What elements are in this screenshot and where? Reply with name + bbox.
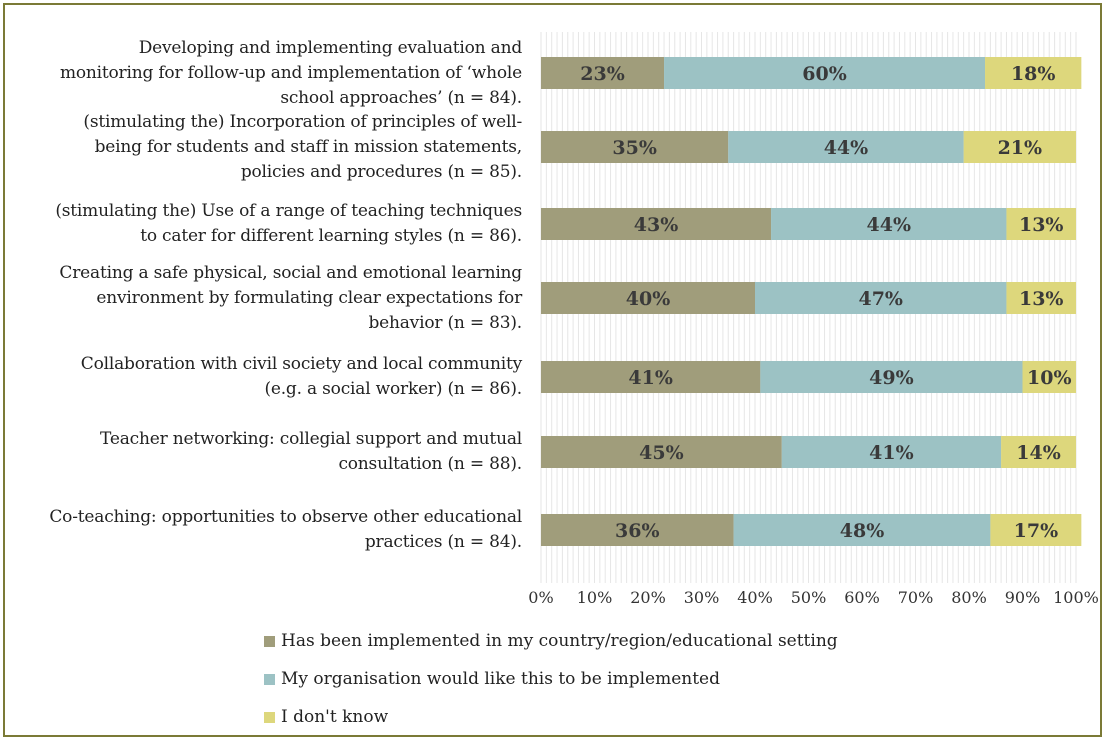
data-label: 17% — [1014, 520, 1059, 542]
category-label: Creating a safe physical, social and emo… — [59, 262, 522, 333]
data-label: 18% — [1011, 63, 1056, 85]
bar-segment — [985, 57, 1082, 89]
x-tick-label: 80% — [951, 588, 987, 607]
data-label: 13% — [1019, 214, 1064, 236]
bar-segment — [1001, 436, 1076, 468]
bar-segment — [771, 208, 1007, 240]
x-tick-label: 0% — [528, 588, 553, 607]
x-tick-label: 30% — [684, 588, 720, 607]
bar-segment — [990, 514, 1082, 546]
data-label: 21% — [998, 137, 1043, 159]
bar-segment — [760, 361, 1023, 393]
x-tick-label: 70% — [898, 588, 934, 607]
data-label: 41% — [628, 367, 673, 389]
legend-label-would-like: My organisation would like this to be im… — [281, 669, 720, 689]
category-label: Developing and implementing evaluation a… — [59, 37, 522, 108]
x-tick-label: 20% — [630, 588, 666, 607]
legend-item-would-like: My organisation would like this to be im… — [264, 660, 838, 698]
data-label: 44% — [824, 137, 869, 159]
bar-segment — [541, 282, 755, 314]
x-tick-label: 10% — [577, 588, 613, 607]
bar-segment — [728, 131, 964, 163]
data-label: 43% — [634, 214, 679, 236]
data-label: 60% — [802, 63, 847, 85]
x-tick-label: 100% — [1053, 588, 1099, 607]
bar-segment — [541, 514, 734, 546]
data-label: 40% — [626, 288, 671, 310]
legend-label-dont-know: I don't know — [281, 707, 389, 727]
bar-segment — [1006, 282, 1076, 314]
bar-segment — [1022, 361, 1076, 393]
category-label: Collaboration with civil society and loc… — [80, 354, 522, 399]
data-label: 36% — [615, 520, 660, 542]
x-tick-label: 60% — [844, 588, 880, 607]
data-label: 45% — [639, 442, 684, 464]
bar-segment — [1006, 208, 1076, 240]
category-label: Co-teaching: opportunities to observe ot… — [49, 507, 522, 552]
data-label: 49% — [869, 367, 914, 389]
bar-segment — [733, 514, 991, 546]
legend-item-implemented: Has been implemented in my country/regio… — [264, 622, 838, 660]
legend-swatch-would-like — [264, 673, 275, 685]
x-tick-label: 90% — [1005, 588, 1041, 607]
bar-segment — [963, 131, 1076, 163]
legend-item-dont-know: I don't know — [264, 698, 838, 736]
data-label: 10% — [1027, 367, 1072, 389]
data-label: 41% — [869, 442, 914, 464]
legend-swatch-implemented — [264, 635, 275, 647]
bar-segment — [541, 57, 665, 89]
category-label: Teacher networking: collegial support an… — [100, 429, 522, 474]
x-tick-label: 50% — [791, 588, 827, 607]
data-label: 23% — [580, 63, 625, 85]
data-label: 47% — [858, 288, 903, 310]
data-label: 14% — [1016, 442, 1061, 464]
data-label: 48% — [840, 520, 885, 542]
category-label: (stimulating the) Incorporation of princ… — [83, 111, 522, 182]
category-label: (stimulating the) Use of a range of teac… — [55, 201, 522, 246]
bar-segment — [781, 436, 1002, 468]
legend: Has been implemented in my country/regio… — [264, 622, 838, 736]
data-label: 44% — [867, 214, 912, 236]
bar-segment — [541, 131, 729, 163]
x-tick-label: 40% — [737, 588, 773, 607]
bar-segment — [541, 208, 772, 240]
data-label: 35% — [612, 137, 657, 159]
bar-segment — [664, 57, 986, 89]
data-label: 13% — [1019, 288, 1064, 310]
legend-label-implemented: Has been implemented in my country/regio… — [281, 631, 838, 651]
bar-segment — [755, 282, 1007, 314]
bar-segment — [541, 361, 761, 393]
bar-segment — [541, 436, 782, 468]
legend-swatch-dont-know — [264, 711, 275, 723]
